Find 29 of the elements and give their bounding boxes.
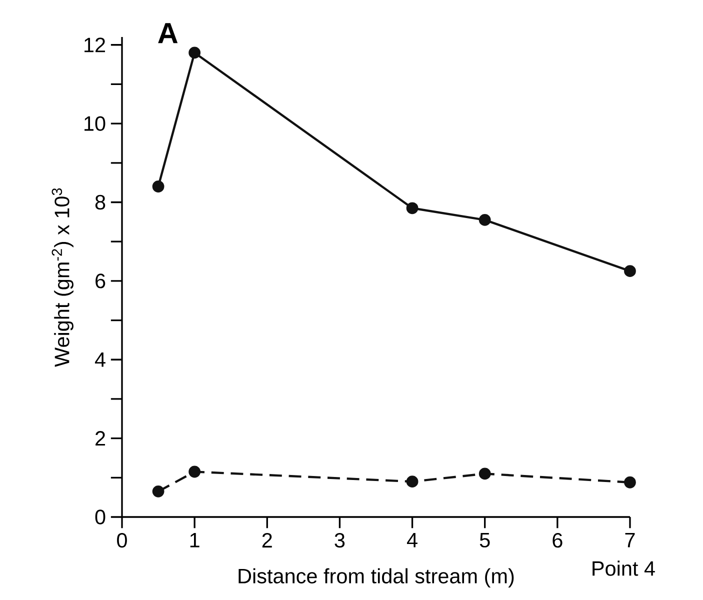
text: Point 4: [592, 560, 655, 576]
x-tick-label: 0: [117, 532, 127, 548]
point: [152, 485, 164, 498]
point: [624, 265, 636, 278]
x-axis-title: Distance from tidal stream (m): [238, 568, 514, 588]
y-tick-label: 10: [84, 116, 106, 131]
point: [406, 476, 418, 488]
x-tick-label: 2: [262, 532, 272, 548]
y-tick-label: 8: [95, 194, 106, 210]
x-tick-label: 4: [406, 532, 418, 548]
point: [624, 476, 636, 488]
y-tick-label: 2: [96, 431, 105, 446]
point: [188, 46, 201, 59]
point: [152, 180, 164, 192]
point: [478, 214, 491, 226]
y-tick-label: 12: [84, 38, 105, 52]
x-tick-label: 5: [480, 532, 490, 548]
x-tick-label: 6: [552, 532, 562, 548]
y-axis-title: Weight (gm$^{-2}$) x 10$^{3}$: [52, 188, 74, 367]
y-tick-label: 4: [94, 352, 106, 367]
chart-title: A: [158, 23, 178, 44]
x-tick-label: 1: [190, 532, 200, 548]
point: [478, 468, 491, 480]
point: [406, 202, 418, 214]
y-tick-label: 0: [95, 510, 106, 524]
point: [188, 466, 201, 478]
y-tick-label: 6: [96, 274, 106, 288]
x-tick-label: 7: [625, 532, 635, 548]
x-tick-label: 3: [334, 532, 345, 548]
